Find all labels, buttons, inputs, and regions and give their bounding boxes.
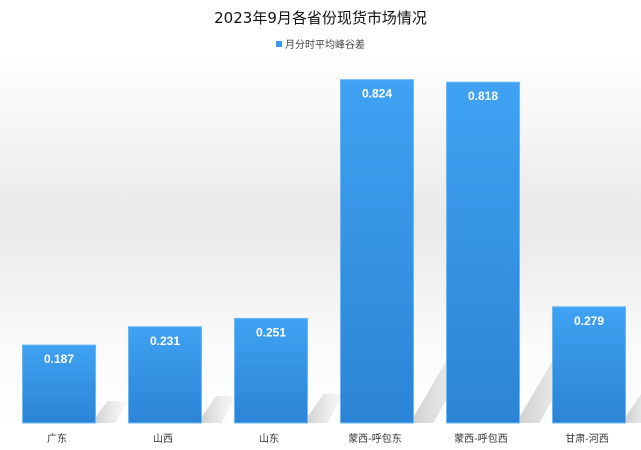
data-label-山西: 0.231 — [150, 334, 180, 348]
legend: 月分时平均峰谷差 — [0, 36, 641, 51]
legend-label: 月分时平均峰谷差 — [285, 40, 365, 51]
bar-甘肃-河西 — [552, 306, 626, 424]
x-tick-蒙西-呼包西: 蒙西-呼包西 — [454, 432, 508, 445]
bar-蒙西-呼包东 — [340, 79, 414, 424]
bar-shadow — [307, 393, 344, 423]
bar-山东 — [234, 317, 308, 424]
data-label-广东: 0.187 — [44, 352, 74, 366]
x-tick-广东: 广东 — [47, 432, 67, 445]
bar-shadow — [625, 394, 641, 423]
data-label-蒙西-呼包西: 0.818 — [468, 89, 498, 103]
x-tick-甘肃-河西: 甘肃-河西 — [565, 432, 609, 445]
chart-title: 2023年9月各省份现货市场情况 — [214, 9, 427, 27]
x-tick-山东: 山东 — [259, 432, 279, 445]
data-label-甘肃-河西: 0.279 — [574, 314, 604, 328]
bar-shadow — [95, 401, 128, 423]
plot-background — [0, 55, 641, 425]
legend-swatch — [276, 41, 282, 47]
bar-山西 — [128, 326, 202, 424]
x-tick-山西: 山西 — [153, 433, 173, 445]
bar-蒙西-呼包西 — [446, 81, 520, 424]
x-tick-蒙西-呼包东: 蒙西-呼包东 — [348, 432, 402, 445]
bar-广东 — [22, 344, 96, 424]
bar-shadow — [201, 396, 237, 423]
data-label-蒙西-呼包东: 0.824 — [362, 87, 392, 101]
data-label-山东: 0.251 — [256, 325, 286, 339]
